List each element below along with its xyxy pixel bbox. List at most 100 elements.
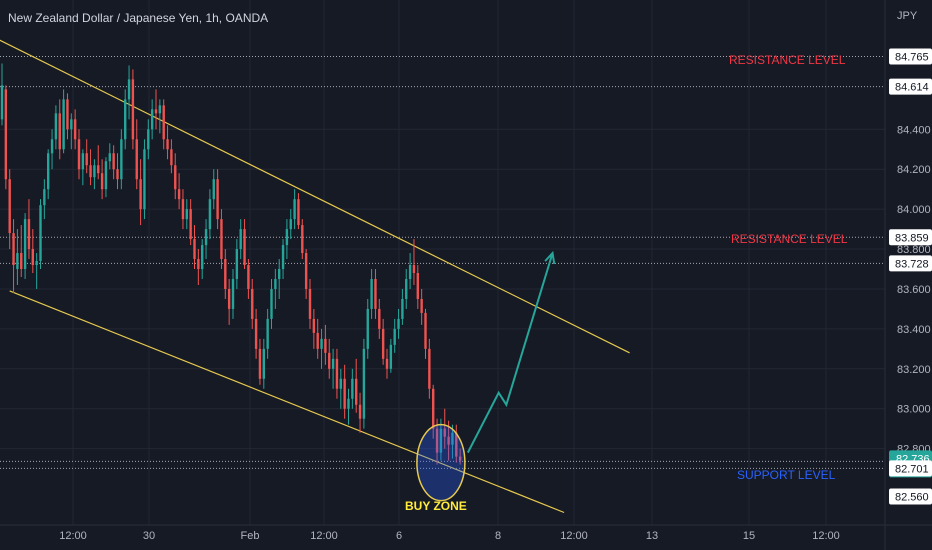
candle-body bbox=[428, 348, 431, 389]
price-level-tag[interactable] bbox=[889, 255, 932, 272]
candle-body bbox=[81, 153, 85, 170]
candle-body bbox=[181, 199, 185, 220]
price-level-tag-label: 83.728 bbox=[895, 258, 929, 270]
candle-body bbox=[143, 149, 146, 210]
candle-body bbox=[458, 456, 462, 461]
candle-body bbox=[204, 229, 208, 246]
candle-body bbox=[235, 249, 239, 279]
candle-body bbox=[27, 219, 31, 250]
time-tick-label: 6 bbox=[396, 530, 402, 542]
price-level-tag-label: 84.614 bbox=[895, 82, 929, 94]
candle-body bbox=[112, 153, 115, 170]
price-level-tag[interactable] bbox=[889, 229, 932, 246]
candle-body bbox=[185, 209, 188, 220]
candle-body bbox=[262, 348, 265, 379]
candle-body bbox=[266, 318, 269, 349]
candle-body bbox=[251, 288, 254, 319]
candle-body bbox=[243, 229, 246, 266]
candle-body bbox=[293, 199, 296, 220]
price-level-tag-label: 84.765 bbox=[895, 51, 929, 63]
candle-body bbox=[320, 338, 323, 349]
candle-body bbox=[170, 149, 173, 166]
time-tick-label: 8 bbox=[495, 530, 501, 542]
candle-body bbox=[227, 288, 231, 309]
candle-body bbox=[58, 113, 61, 150]
time-tick-label: 30 bbox=[143, 530, 155, 542]
price-level-tag[interactable] bbox=[889, 460, 932, 477]
candle-body bbox=[405, 278, 408, 299]
candle-body bbox=[374, 278, 377, 309]
candle-body bbox=[89, 165, 92, 178]
candle-body bbox=[416, 273, 419, 299]
channel-lower-line[interactable] bbox=[9, 290, 565, 514]
candle-body bbox=[0, 85, 4, 120]
candle-body bbox=[301, 225, 304, 254]
candle-body bbox=[408, 265, 412, 279]
candle-body bbox=[343, 378, 346, 409]
time-tick-label: 12:00 bbox=[560, 530, 588, 542]
price-tick-label: 83.000 bbox=[897, 404, 931, 416]
candle-body bbox=[73, 119, 77, 140]
candle-body bbox=[158, 105, 162, 114]
price-tick-label: 84.200 bbox=[897, 164, 931, 176]
candle-body bbox=[212, 179, 215, 200]
price-tick-label: 83.400 bbox=[897, 324, 931, 336]
candle-body bbox=[177, 189, 181, 200]
support-label: SUPPORT LEVEL bbox=[737, 468, 836, 482]
buy-zone-ellipse[interactable] bbox=[416, 423, 466, 502]
candle-body bbox=[370, 278, 373, 309]
candle-body bbox=[278, 269, 281, 279]
candle-body bbox=[139, 179, 142, 210]
price-level-tag[interactable] bbox=[889, 48, 932, 65]
candle-body bbox=[312, 318, 316, 333]
candle-body bbox=[104, 161, 108, 190]
buy-zone-label: BUY ZONE bbox=[405, 499, 467, 513]
candle-body bbox=[4, 89, 8, 180]
candle-body bbox=[193, 239, 196, 260]
candle-body bbox=[62, 99, 65, 150]
time-tick-label: Feb bbox=[241, 530, 260, 542]
candle-body bbox=[447, 436, 450, 445]
candle-body bbox=[231, 278, 235, 309]
candle-body bbox=[216, 179, 219, 220]
time-tick-label: 12:00 bbox=[310, 530, 338, 542]
candle-body bbox=[97, 165, 100, 174]
price-level-tag-label: 83.859 bbox=[895, 232, 929, 244]
candle-body bbox=[439, 428, 443, 453]
candle-body bbox=[362, 348, 366, 419]
channel-upper-line[interactable] bbox=[0, 38, 630, 354]
candle-body bbox=[289, 219, 292, 230]
chart-title: New Zealand Dollar / Japanese Yen, 1h, O… bbox=[8, 11, 268, 25]
candle-body bbox=[339, 378, 342, 389]
projection-arrow-path[interactable] bbox=[466, 252, 554, 454]
candle-body bbox=[443, 428, 446, 437]
candle-body bbox=[100, 173, 104, 190]
candle-body bbox=[270, 288, 273, 319]
candle-body bbox=[166, 139, 169, 150]
candle-body bbox=[331, 358, 335, 369]
price-level-tag[interactable] bbox=[889, 488, 932, 505]
candle-body bbox=[39, 205, 42, 262]
time-tick-label: 13 bbox=[646, 530, 658, 542]
candle-body bbox=[297, 199, 300, 226]
candle-body bbox=[135, 139, 138, 180]
candle-body bbox=[77, 139, 81, 170]
candle-body bbox=[127, 79, 131, 100]
candle-body bbox=[116, 169, 119, 180]
candle-body bbox=[208, 199, 212, 230]
candle-body bbox=[31, 249, 34, 266]
candle-body bbox=[201, 245, 204, 270]
candle-body bbox=[451, 432, 454, 445]
price-tick-label: 83.800 bbox=[897, 244, 931, 256]
candle-body bbox=[274, 278, 277, 289]
candle-body bbox=[120, 139, 123, 180]
candle-body bbox=[412, 265, 416, 274]
candle-body bbox=[420, 298, 423, 313]
candle-body bbox=[124, 99, 127, 140]
candle-body bbox=[239, 229, 242, 250]
candle-body bbox=[197, 259, 200, 270]
time-tick-label: 15 bbox=[743, 530, 755, 542]
price-level-tag[interactable] bbox=[889, 78, 932, 95]
candle-body bbox=[328, 352, 331, 369]
